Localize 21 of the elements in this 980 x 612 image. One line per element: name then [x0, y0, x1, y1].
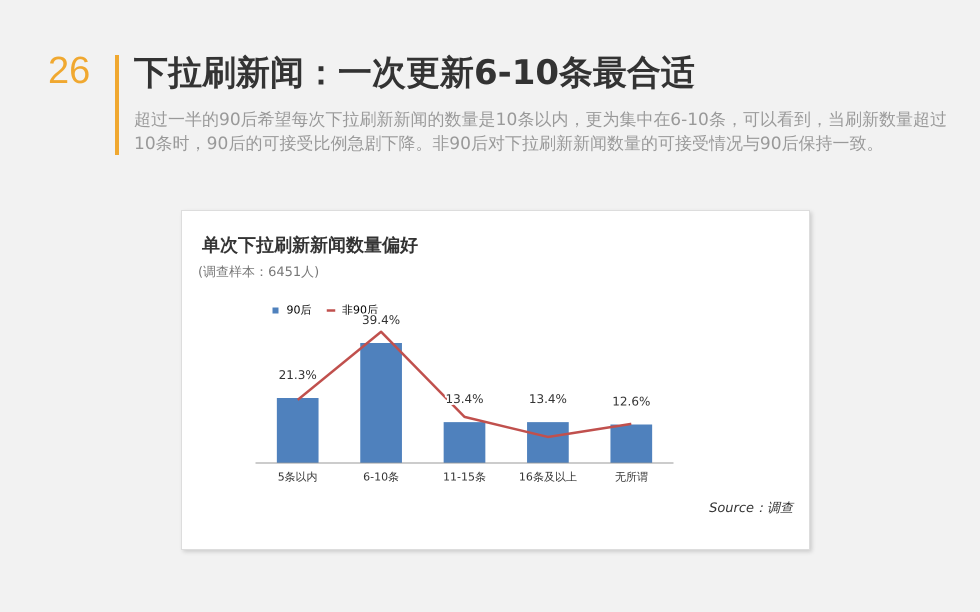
x-tick-label: 16条及以上 — [518, 470, 577, 484]
bar — [610, 424, 652, 463]
source-note: Source：调查 — [709, 500, 793, 517]
text: 26 — [48, 50, 90, 93]
bar — [444, 422, 486, 463]
bar — [360, 343, 402, 463]
data-label: 12.6% — [612, 394, 650, 409]
chart-title: 下拉刷新闻：一次更新6-10条最合适 — [134, 52, 696, 95]
x-tick-label: 无所谓 — [614, 470, 648, 484]
bar — [276, 398, 319, 463]
data-label: 21.3% — [278, 368, 317, 382]
x-tick-label: 11-15条 — [443, 470, 486, 484]
x-tick-label: 5条以内 — [278, 470, 318, 484]
data-label: 13.4% — [528, 392, 567, 406]
legend-label: 90后 — [286, 303, 312, 316]
data-label: 39.4% — [362, 313, 400, 328]
text: 单次下拉刷新新闻数量偏好 — [202, 234, 418, 257]
bar — [527, 422, 569, 463]
chart-subtitle: 超过一半的90后希望每次下拉刷新新闻的数量是10条以内，更为集中在6-10条，可以看到，当刷新数量超过10条时，90后的可接受比例急剧下降。非90后对下拉刷新新闻数量的可接受情况与90后保持一致。 — [134, 109, 948, 156]
x-tick-label: 6-10条 — [363, 470, 400, 484]
text: (调查样本：6451人) — [198, 264, 320, 281]
